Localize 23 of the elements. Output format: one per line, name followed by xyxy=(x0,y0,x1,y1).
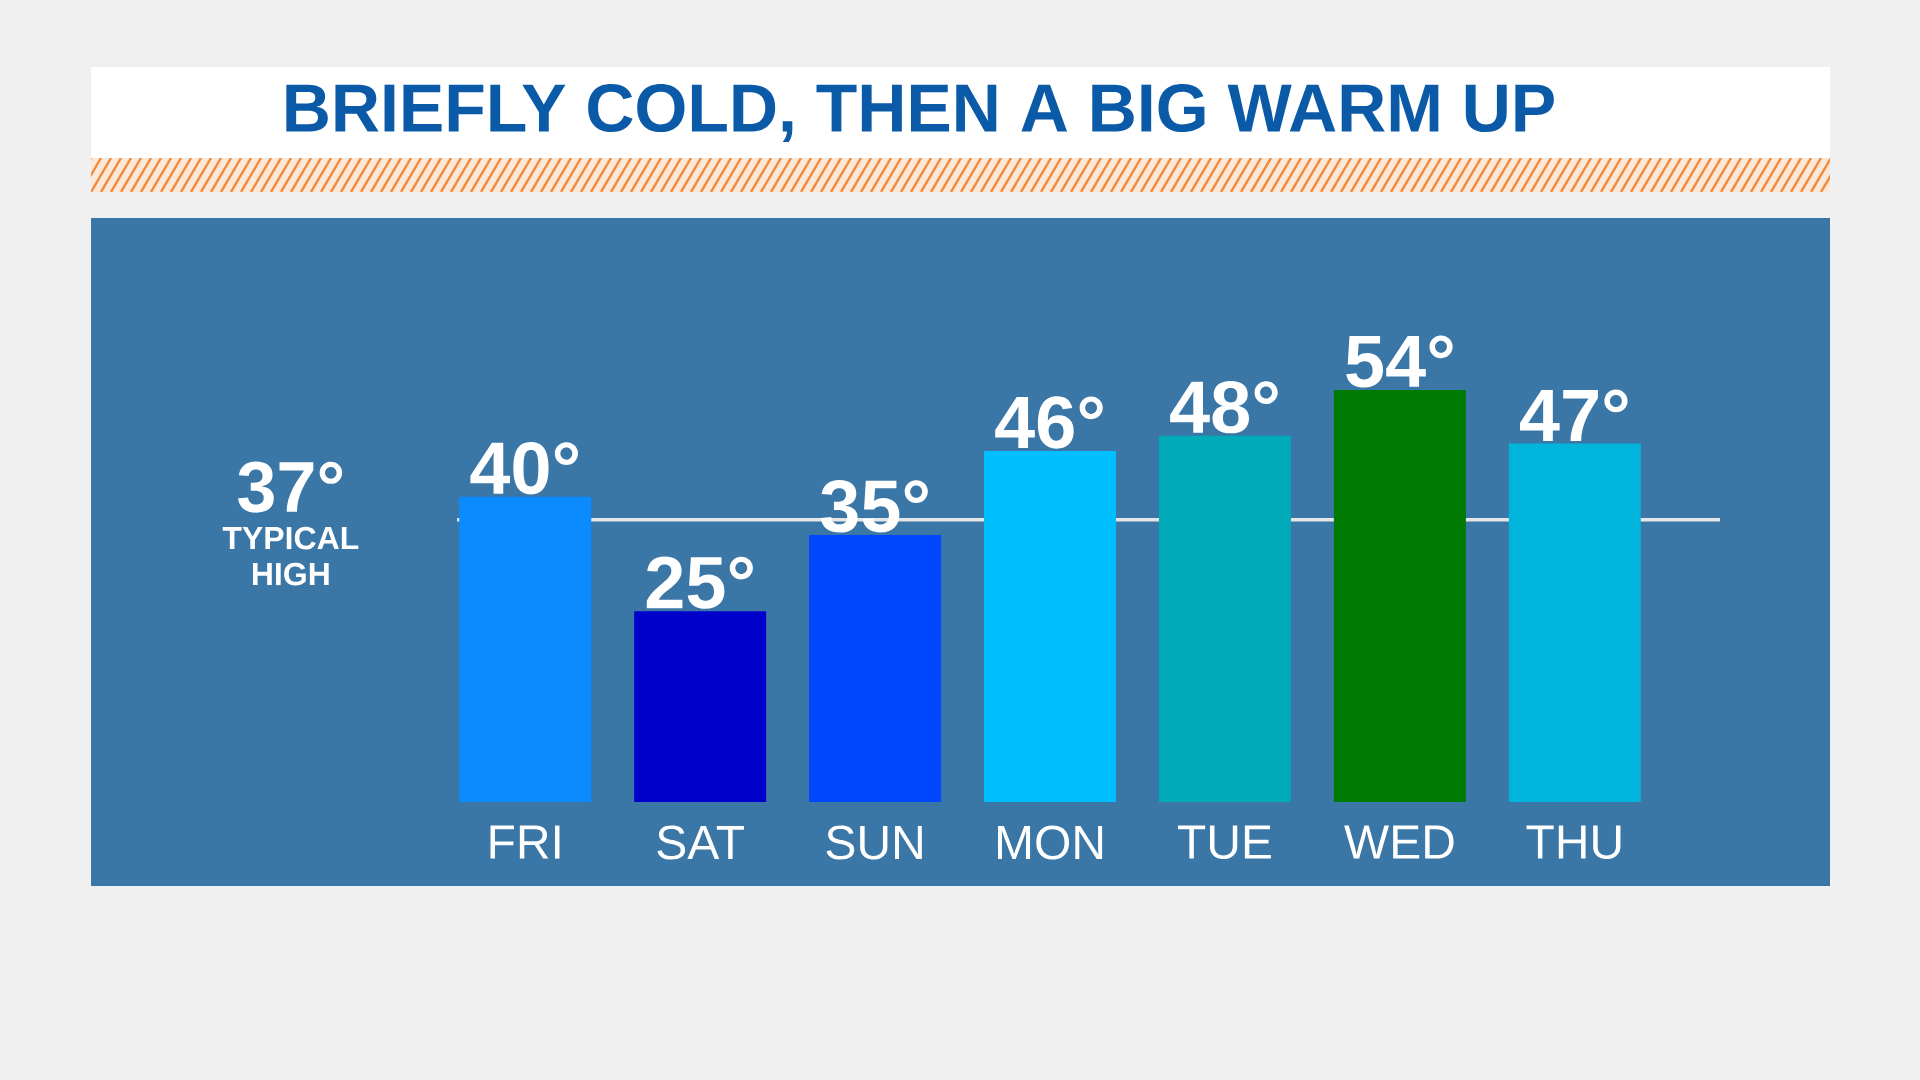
bar xyxy=(634,611,767,802)
data-label: 25° xyxy=(646,556,753,609)
bar xyxy=(1333,389,1466,802)
x-tick-label: TUE xyxy=(1178,825,1271,860)
data-label: 46° xyxy=(995,396,1103,449)
data-label: 54° xyxy=(1346,335,1453,388)
ref-line-label: 37° xyxy=(238,461,343,513)
text: TYPICAL HIGH xyxy=(222,526,359,586)
bar xyxy=(1508,443,1641,802)
x-tick-label: WED xyxy=(1344,825,1454,859)
x-tick-label: SUN xyxy=(826,825,922,860)
x-tick-label: THU xyxy=(1526,825,1621,860)
x-tick-label: SAT xyxy=(657,825,744,860)
bar xyxy=(1158,435,1291,802)
x-tick-label: FRI xyxy=(490,825,560,859)
bar xyxy=(459,496,592,802)
x-tick-label: MON xyxy=(997,825,1103,860)
bar xyxy=(809,534,942,802)
data-label: 47° xyxy=(1519,389,1628,441)
data-label: 48° xyxy=(1170,380,1278,434)
data-label: 40° xyxy=(470,442,578,495)
bar xyxy=(984,451,1117,802)
chart-title: BRIEFLY COLD, THEN A BIG WARM UP xyxy=(286,83,1554,142)
